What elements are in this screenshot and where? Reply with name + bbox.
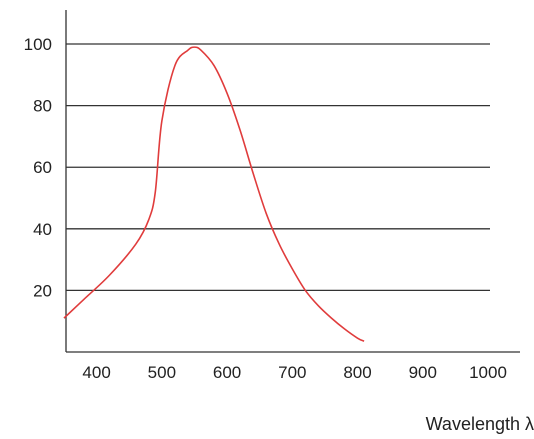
x-axis-title: Wavelength λ [426, 414, 534, 434]
y-tick-label: 20 [33, 281, 52, 300]
y-tick-label: 100 [24, 35, 52, 54]
x-tick-label: 500 [148, 363, 176, 382]
y-tick-label: 80 [33, 97, 52, 116]
x-tick-label: 700 [278, 363, 306, 382]
series-line-0 [63, 46, 365, 342]
x-tick-label: 1000 [469, 363, 507, 382]
y-tick-label: 40 [33, 220, 52, 239]
grid-lines [66, 43, 490, 292]
x-tick-label: 600 [213, 363, 241, 382]
tick-labels: 20 40 60 80 100 400 500 600 700 800 900 1000 [24, 35, 507, 382]
axes [65, 10, 520, 353]
x-tick-label: 400 [82, 363, 110, 382]
y-tick-label: 60 [33, 158, 52, 177]
x-tick-label: 800 [343, 363, 371, 382]
series [63, 46, 365, 342]
x-tick-label: 900 [409, 363, 437, 382]
